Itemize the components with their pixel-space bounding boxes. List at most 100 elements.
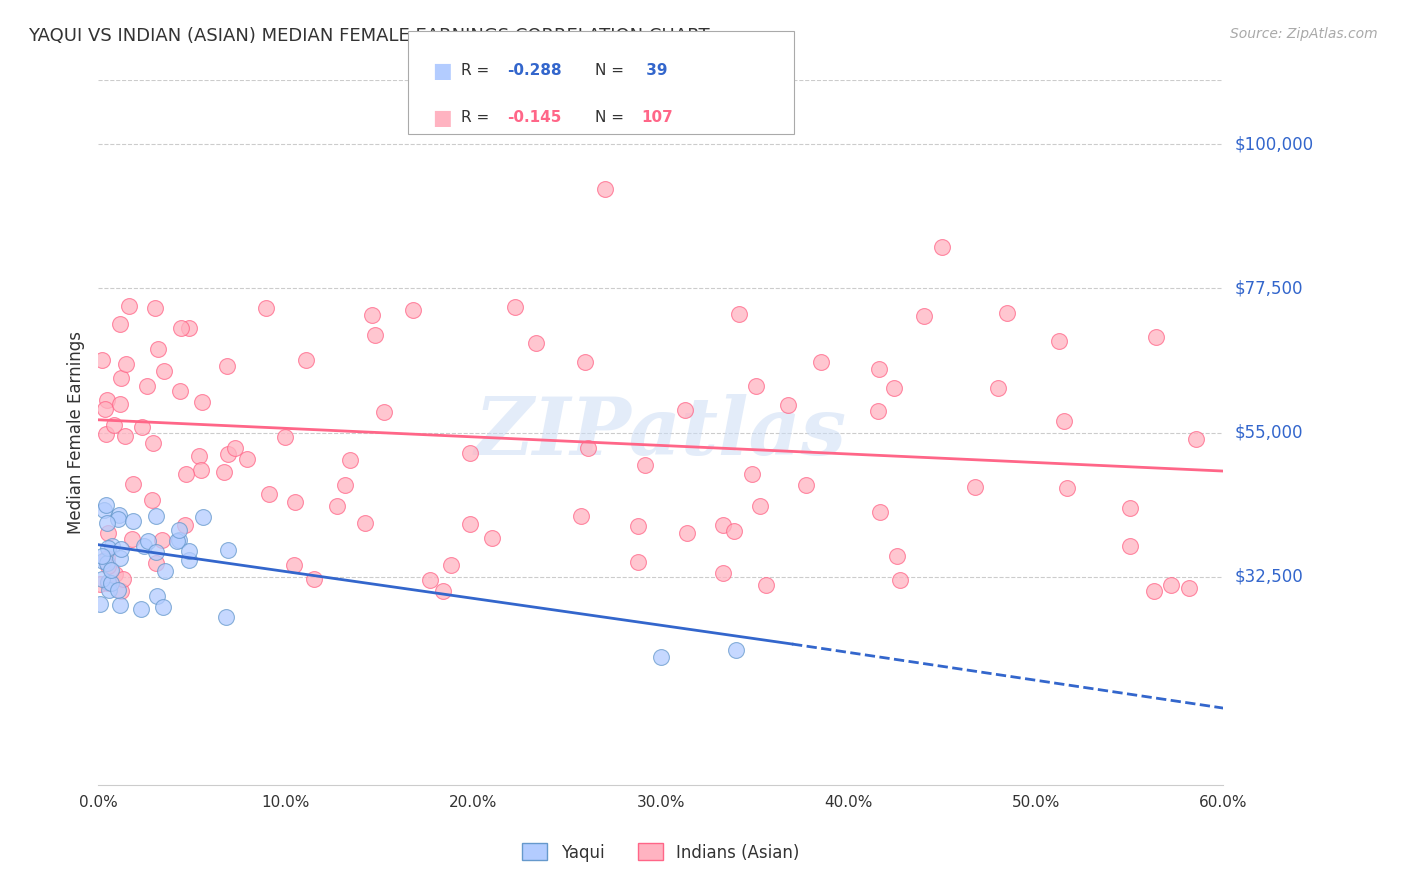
Yaqui — [134, 539, 156, 553]
Indians (Asian) — [440, 558, 463, 573]
Yaqui — [167, 524, 190, 538]
Yaqui — [91, 553, 114, 567]
Yaqui — [90, 549, 112, 563]
Indians (Asian) — [236, 452, 259, 467]
Indians (Asian) — [90, 352, 112, 367]
Indians (Asian) — [110, 397, 132, 411]
Indians (Asian) — [146, 342, 169, 356]
Indians (Asian) — [103, 417, 125, 432]
Yaqui — [138, 533, 160, 548]
Indians (Asian) — [284, 495, 307, 509]
Indians (Asian) — [373, 405, 395, 419]
Indians (Asian) — [114, 429, 136, 443]
Indians (Asian) — [145, 556, 167, 570]
Indians (Asian) — [339, 452, 361, 467]
Indians (Asian) — [866, 403, 889, 417]
Yaqui — [94, 498, 117, 512]
Yaqui — [217, 542, 239, 557]
Indians (Asian) — [1144, 330, 1167, 344]
Indians (Asian) — [503, 300, 526, 314]
Yaqui — [179, 552, 201, 566]
Indians (Asian) — [110, 583, 132, 598]
Indians (Asian) — [302, 572, 325, 586]
Indians (Asian) — [142, 436, 165, 450]
Yaqui — [93, 502, 115, 516]
Indians (Asian) — [333, 477, 356, 491]
Text: R =: R = — [461, 63, 495, 78]
Indians (Asian) — [593, 182, 616, 196]
Indians (Asian) — [89, 577, 111, 591]
Indians (Asian) — [1119, 501, 1142, 516]
Indians (Asian) — [224, 441, 246, 455]
Indians (Asian) — [576, 441, 599, 455]
Indians (Asian) — [987, 381, 1010, 395]
Indians (Asian) — [104, 566, 127, 581]
Indians (Asian) — [868, 361, 890, 376]
Indians (Asian) — [217, 447, 239, 461]
Indians (Asian) — [254, 301, 277, 315]
Text: Source: ZipAtlas.com: Source: ZipAtlas.com — [1230, 27, 1378, 41]
Text: -0.288: -0.288 — [508, 63, 562, 78]
Yaqui — [122, 514, 145, 528]
Yaqui — [177, 544, 200, 558]
Indians (Asian) — [419, 574, 441, 588]
Indians (Asian) — [97, 576, 120, 591]
Indians (Asian) — [295, 352, 318, 367]
Yaqui — [96, 556, 118, 570]
Indians (Asian) — [869, 505, 891, 519]
Indians (Asian) — [995, 306, 1018, 320]
Indians (Asian) — [675, 525, 697, 540]
Indians (Asian) — [931, 240, 953, 254]
Yaqui — [107, 511, 129, 525]
Yaqui — [89, 598, 111, 612]
Indians (Asian) — [179, 321, 201, 335]
Indians (Asian) — [97, 526, 120, 541]
Indians (Asian) — [110, 317, 132, 331]
Yaqui — [100, 563, 122, 577]
Indians (Asian) — [1119, 539, 1142, 553]
Yaqui — [110, 541, 132, 556]
Indians (Asian) — [283, 558, 305, 572]
Indians (Asian) — [740, 467, 762, 482]
Indians (Asian) — [364, 327, 387, 342]
Indians (Asian) — [141, 493, 163, 508]
Text: 39: 39 — [641, 63, 668, 78]
Indians (Asian) — [214, 466, 236, 480]
Indians (Asian) — [728, 307, 751, 321]
Yaqui — [100, 576, 122, 591]
Indians (Asian) — [883, 381, 905, 395]
Indians (Asian) — [118, 299, 141, 313]
Indians (Asian) — [169, 384, 191, 398]
Text: ■: ■ — [432, 108, 451, 128]
Yaqui — [650, 649, 672, 664]
Text: -0.145: -0.145 — [508, 110, 562, 125]
Indians (Asian) — [259, 487, 281, 501]
Indians (Asian) — [110, 371, 132, 385]
Text: 107: 107 — [641, 110, 673, 125]
Indians (Asian) — [96, 393, 118, 408]
Legend: Yaqui, Indians (Asian): Yaqui, Indians (Asian) — [516, 837, 806, 868]
Indians (Asian) — [574, 355, 596, 369]
Indians (Asian) — [481, 531, 503, 545]
Indians (Asian) — [1185, 432, 1208, 446]
Indians (Asian) — [776, 398, 799, 412]
Indians (Asian) — [458, 446, 481, 460]
Indians (Asian) — [121, 532, 143, 546]
Indians (Asian) — [402, 303, 425, 318]
Indians (Asian) — [94, 402, 117, 417]
Indians (Asian) — [122, 476, 145, 491]
Yaqui — [153, 564, 176, 578]
Indians (Asian) — [136, 379, 159, 393]
Yaqui — [110, 551, 132, 566]
Yaqui — [166, 534, 188, 549]
Indians (Asian) — [94, 426, 117, 441]
Text: R =: R = — [461, 110, 495, 125]
Yaqui — [101, 540, 124, 554]
Text: $55,000: $55,000 — [1234, 424, 1303, 442]
Indians (Asian) — [627, 555, 650, 569]
Indians (Asian) — [97, 559, 120, 574]
Indians (Asian) — [1160, 578, 1182, 592]
Indians (Asian) — [634, 458, 657, 472]
Text: YAQUI VS INDIAN (ASIAN) MEDIAN FEMALE EARNINGS CORRELATION CHART: YAQUI VS INDIAN (ASIAN) MEDIAN FEMALE EA… — [28, 27, 710, 45]
Yaqui — [193, 510, 215, 524]
